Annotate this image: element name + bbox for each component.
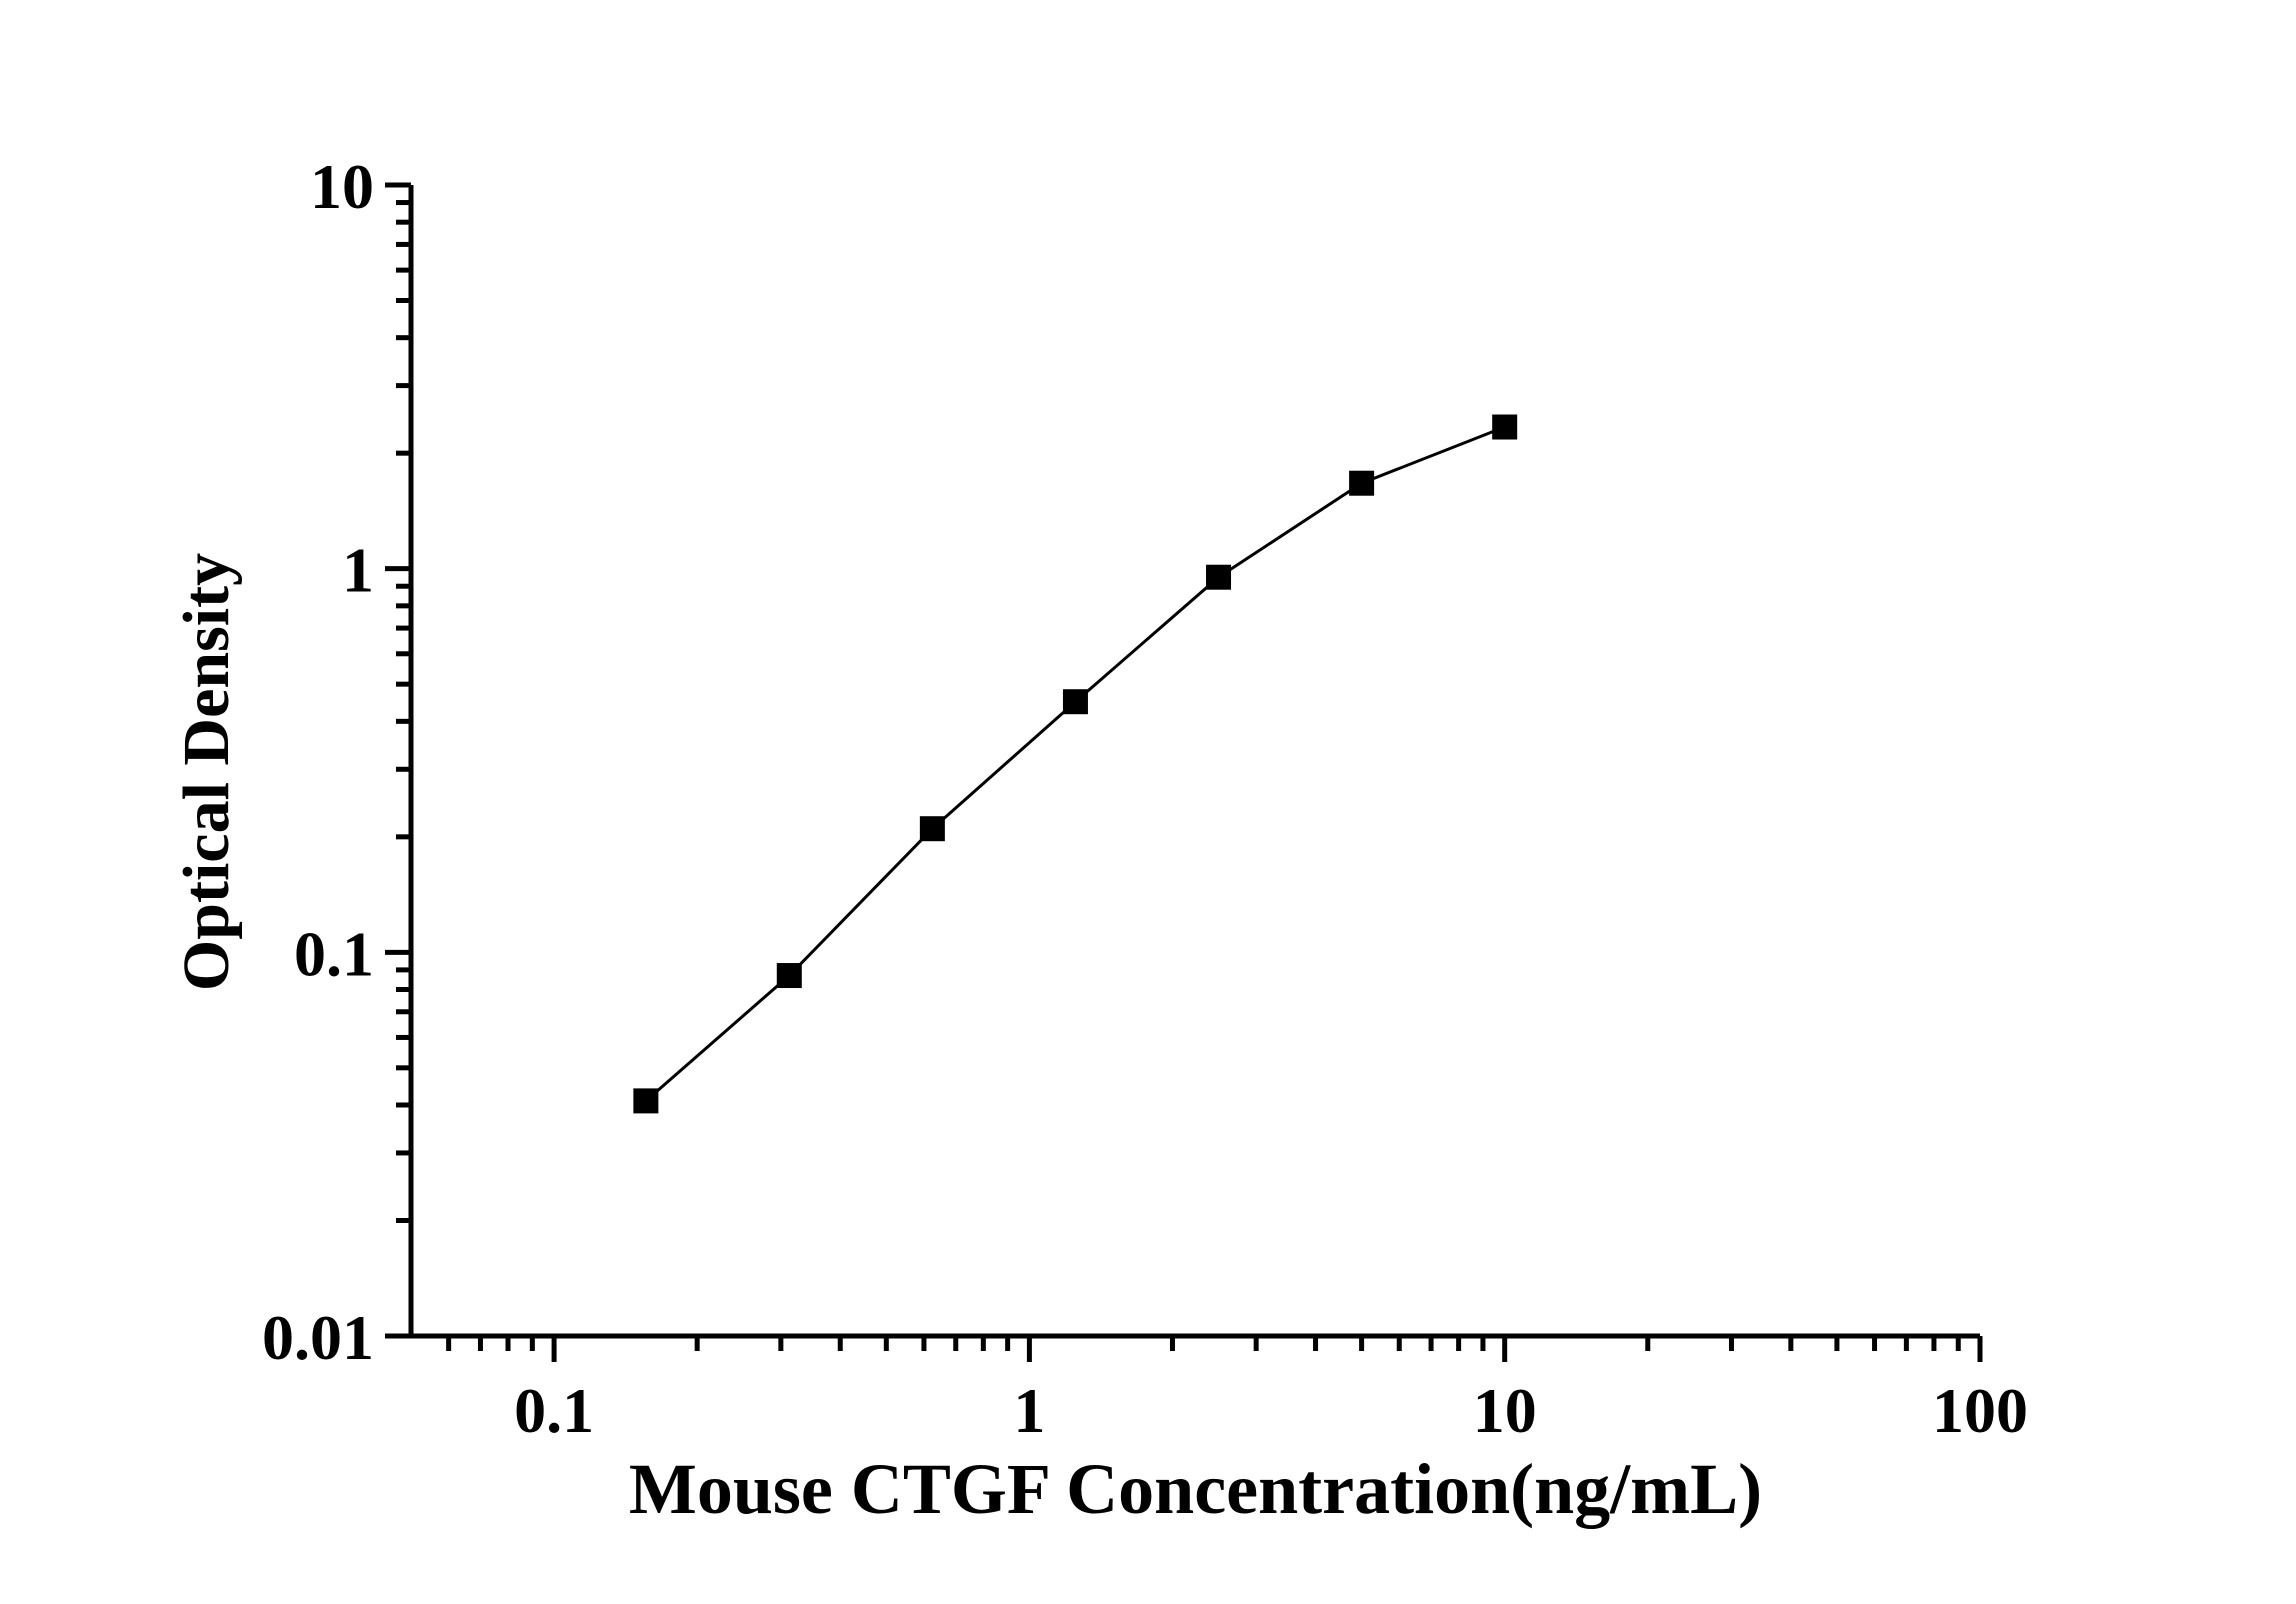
data-point-marker [1062, 689, 1088, 715]
x-tick-label: 10 [1473, 1375, 1537, 1446]
x-tick-label: 0.1 [514, 1375, 594, 1446]
data-point-marker [1492, 414, 1518, 440]
y-tick-label: 0.01 [262, 1302, 374, 1373]
x-tick-label: 1 [1013, 1375, 1045, 1446]
data-point-marker [1349, 470, 1375, 496]
y-tick-label: 10 [310, 151, 374, 222]
data-point-marker [1206, 564, 1232, 590]
data-point-marker [633, 1088, 659, 1114]
data-point-marker [919, 816, 945, 842]
y-tick-label: 0.1 [294, 918, 374, 989]
x-tick-label: 100 [1932, 1375, 2028, 1446]
y-tick-label: 1 [342, 535, 374, 606]
series-line [644, 425, 1506, 1103]
data-point-marker [776, 963, 802, 989]
